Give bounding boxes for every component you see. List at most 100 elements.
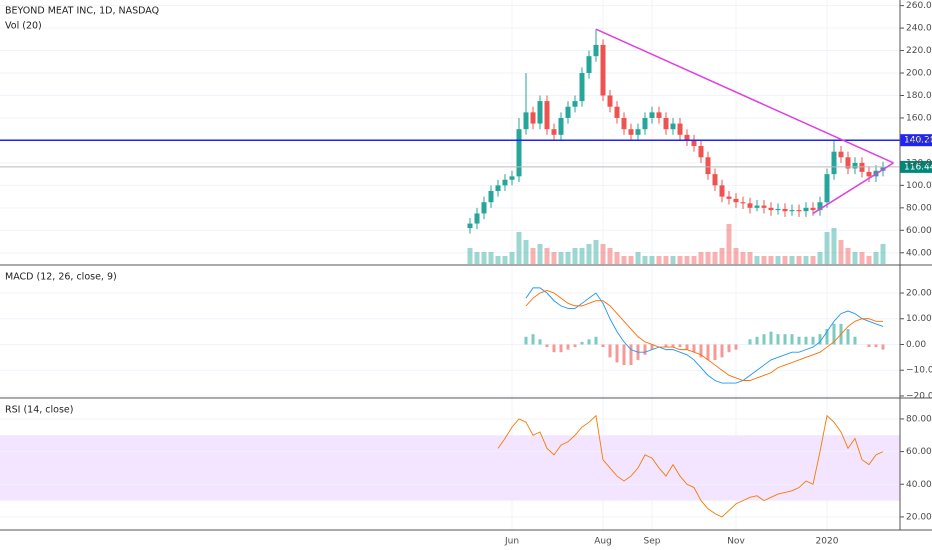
volume-bar — [712, 252, 718, 264]
candle-body — [775, 208, 781, 211]
candle-body — [586, 56, 592, 74]
candle-body — [719, 185, 725, 197]
y-tick-label: 220.00 — [906, 46, 932, 56]
histogram-bar — [727, 344, 731, 353]
candle-body — [866, 171, 872, 177]
y-tick-label: 120.00 — [906, 158, 932, 168]
y-tick-label: −10.00 — [906, 366, 932, 376]
volume-bar — [663, 256, 669, 264]
histogram-bar — [832, 323, 836, 345]
volume-bar — [740, 252, 746, 264]
trend-line — [595, 28, 894, 164]
y-tick-label: 60.00 — [906, 226, 932, 236]
candle-body — [747, 203, 753, 208]
volume-bar — [768, 256, 774, 264]
histogram-bar — [797, 336, 801, 345]
volume-bar — [614, 252, 620, 264]
volume-bar — [656, 256, 662, 264]
histogram-bar — [867, 344, 871, 348]
x-tick-label: 2020 — [816, 537, 839, 547]
volume-bar — [810, 256, 816, 264]
macd-title: MACD (12, 26, close, 9) — [5, 272, 117, 283]
volume-bar — [467, 248, 473, 264]
y-tick-label: 40.00 — [906, 248, 932, 258]
y-tick-label: 260.00 — [906, 1, 932, 11]
x-tick-label: Aug — [594, 537, 612, 547]
histogram-bar — [538, 339, 542, 345]
candle-body — [467, 223, 473, 229]
histogram-bar — [580, 341, 584, 345]
candle-body — [544, 101, 550, 130]
y-tick-label: 80.00 — [906, 414, 932, 424]
volume-bar — [796, 256, 802, 264]
volume-bar — [677, 256, 683, 264]
volume-bar — [754, 256, 760, 264]
y-tick-label: 200.00 — [906, 69, 932, 79]
candle-body — [509, 176, 515, 180]
price-marker-label: 116.44 — [904, 162, 932, 172]
histogram-bar — [601, 344, 605, 348]
volume-bar — [565, 252, 571, 264]
histogram-bar — [762, 334, 766, 345]
volume-bar — [684, 256, 690, 264]
rsi-band — [0, 435, 900, 501]
candle-body — [635, 129, 641, 135]
candle-body — [614, 106, 620, 118]
volume-bar — [586, 244, 592, 264]
candle-body — [698, 146, 704, 158]
y-tick-label: 80.00 — [906, 203, 932, 213]
x-tick-label: Nov — [727, 537, 745, 547]
volume-bar — [544, 248, 550, 264]
candle-body — [733, 198, 739, 203]
candle-body — [838, 151, 844, 158]
y-tick-label: 240.00 — [906, 24, 932, 34]
y-tick-label: 20.00 — [906, 289, 932, 299]
histogram-bar — [790, 334, 794, 345]
trend-line — [812, 162, 894, 215]
price-marker-label: 140.20 — [904, 136, 932, 146]
histogram-bar — [881, 344, 885, 350]
candle-body — [593, 44, 599, 57]
candle-body — [677, 123, 683, 135]
volume-bar — [481, 252, 487, 264]
volume-bar — [691, 256, 697, 264]
histogram-bar — [846, 329, 850, 345]
candle-body — [656, 112, 662, 118]
volume-bar — [747, 252, 753, 264]
price-marker — [900, 134, 932, 147]
histogram-bar — [755, 336, 759, 345]
candle-body — [530, 112, 536, 124]
candle-body — [565, 106, 571, 118]
rsi-title: RSI (14, close) — [5, 405, 73, 416]
y-tick-label: 0.00 — [906, 340, 926, 350]
volume-bar — [551, 252, 557, 264]
volume-bar — [607, 248, 613, 264]
candle-body — [824, 174, 830, 203]
candle-body — [817, 202, 823, 211]
histogram-bar — [874, 344, 878, 348]
macd-line — [525, 287, 884, 384]
candle-body — [831, 151, 837, 175]
x-tick-label: Sep — [644, 537, 661, 547]
histogram-bar — [804, 336, 808, 345]
candle-body — [523, 112, 529, 130]
candle-body — [579, 73, 585, 102]
histogram-bar — [629, 344, 633, 366]
volume-bar — [845, 248, 851, 264]
candle-body — [796, 210, 802, 212]
candle-body — [502, 179, 508, 186]
histogram-bar — [685, 344, 689, 350]
candle-body — [607, 95, 613, 107]
volume-bar — [831, 228, 837, 264]
histogram-bar — [769, 331, 773, 345]
volume-bar — [761, 256, 767, 264]
histogram-bar — [587, 339, 591, 345]
rsi-line — [497, 414, 884, 518]
candle-body — [642, 117, 648, 130]
volume-bar — [628, 256, 634, 264]
chart-title: BEYOND MEAT INC, 1D, NASDAQ — [5, 6, 159, 17]
histogram-bar — [664, 344, 668, 348]
volume-bar — [866, 256, 872, 264]
volume-bar — [670, 256, 676, 264]
